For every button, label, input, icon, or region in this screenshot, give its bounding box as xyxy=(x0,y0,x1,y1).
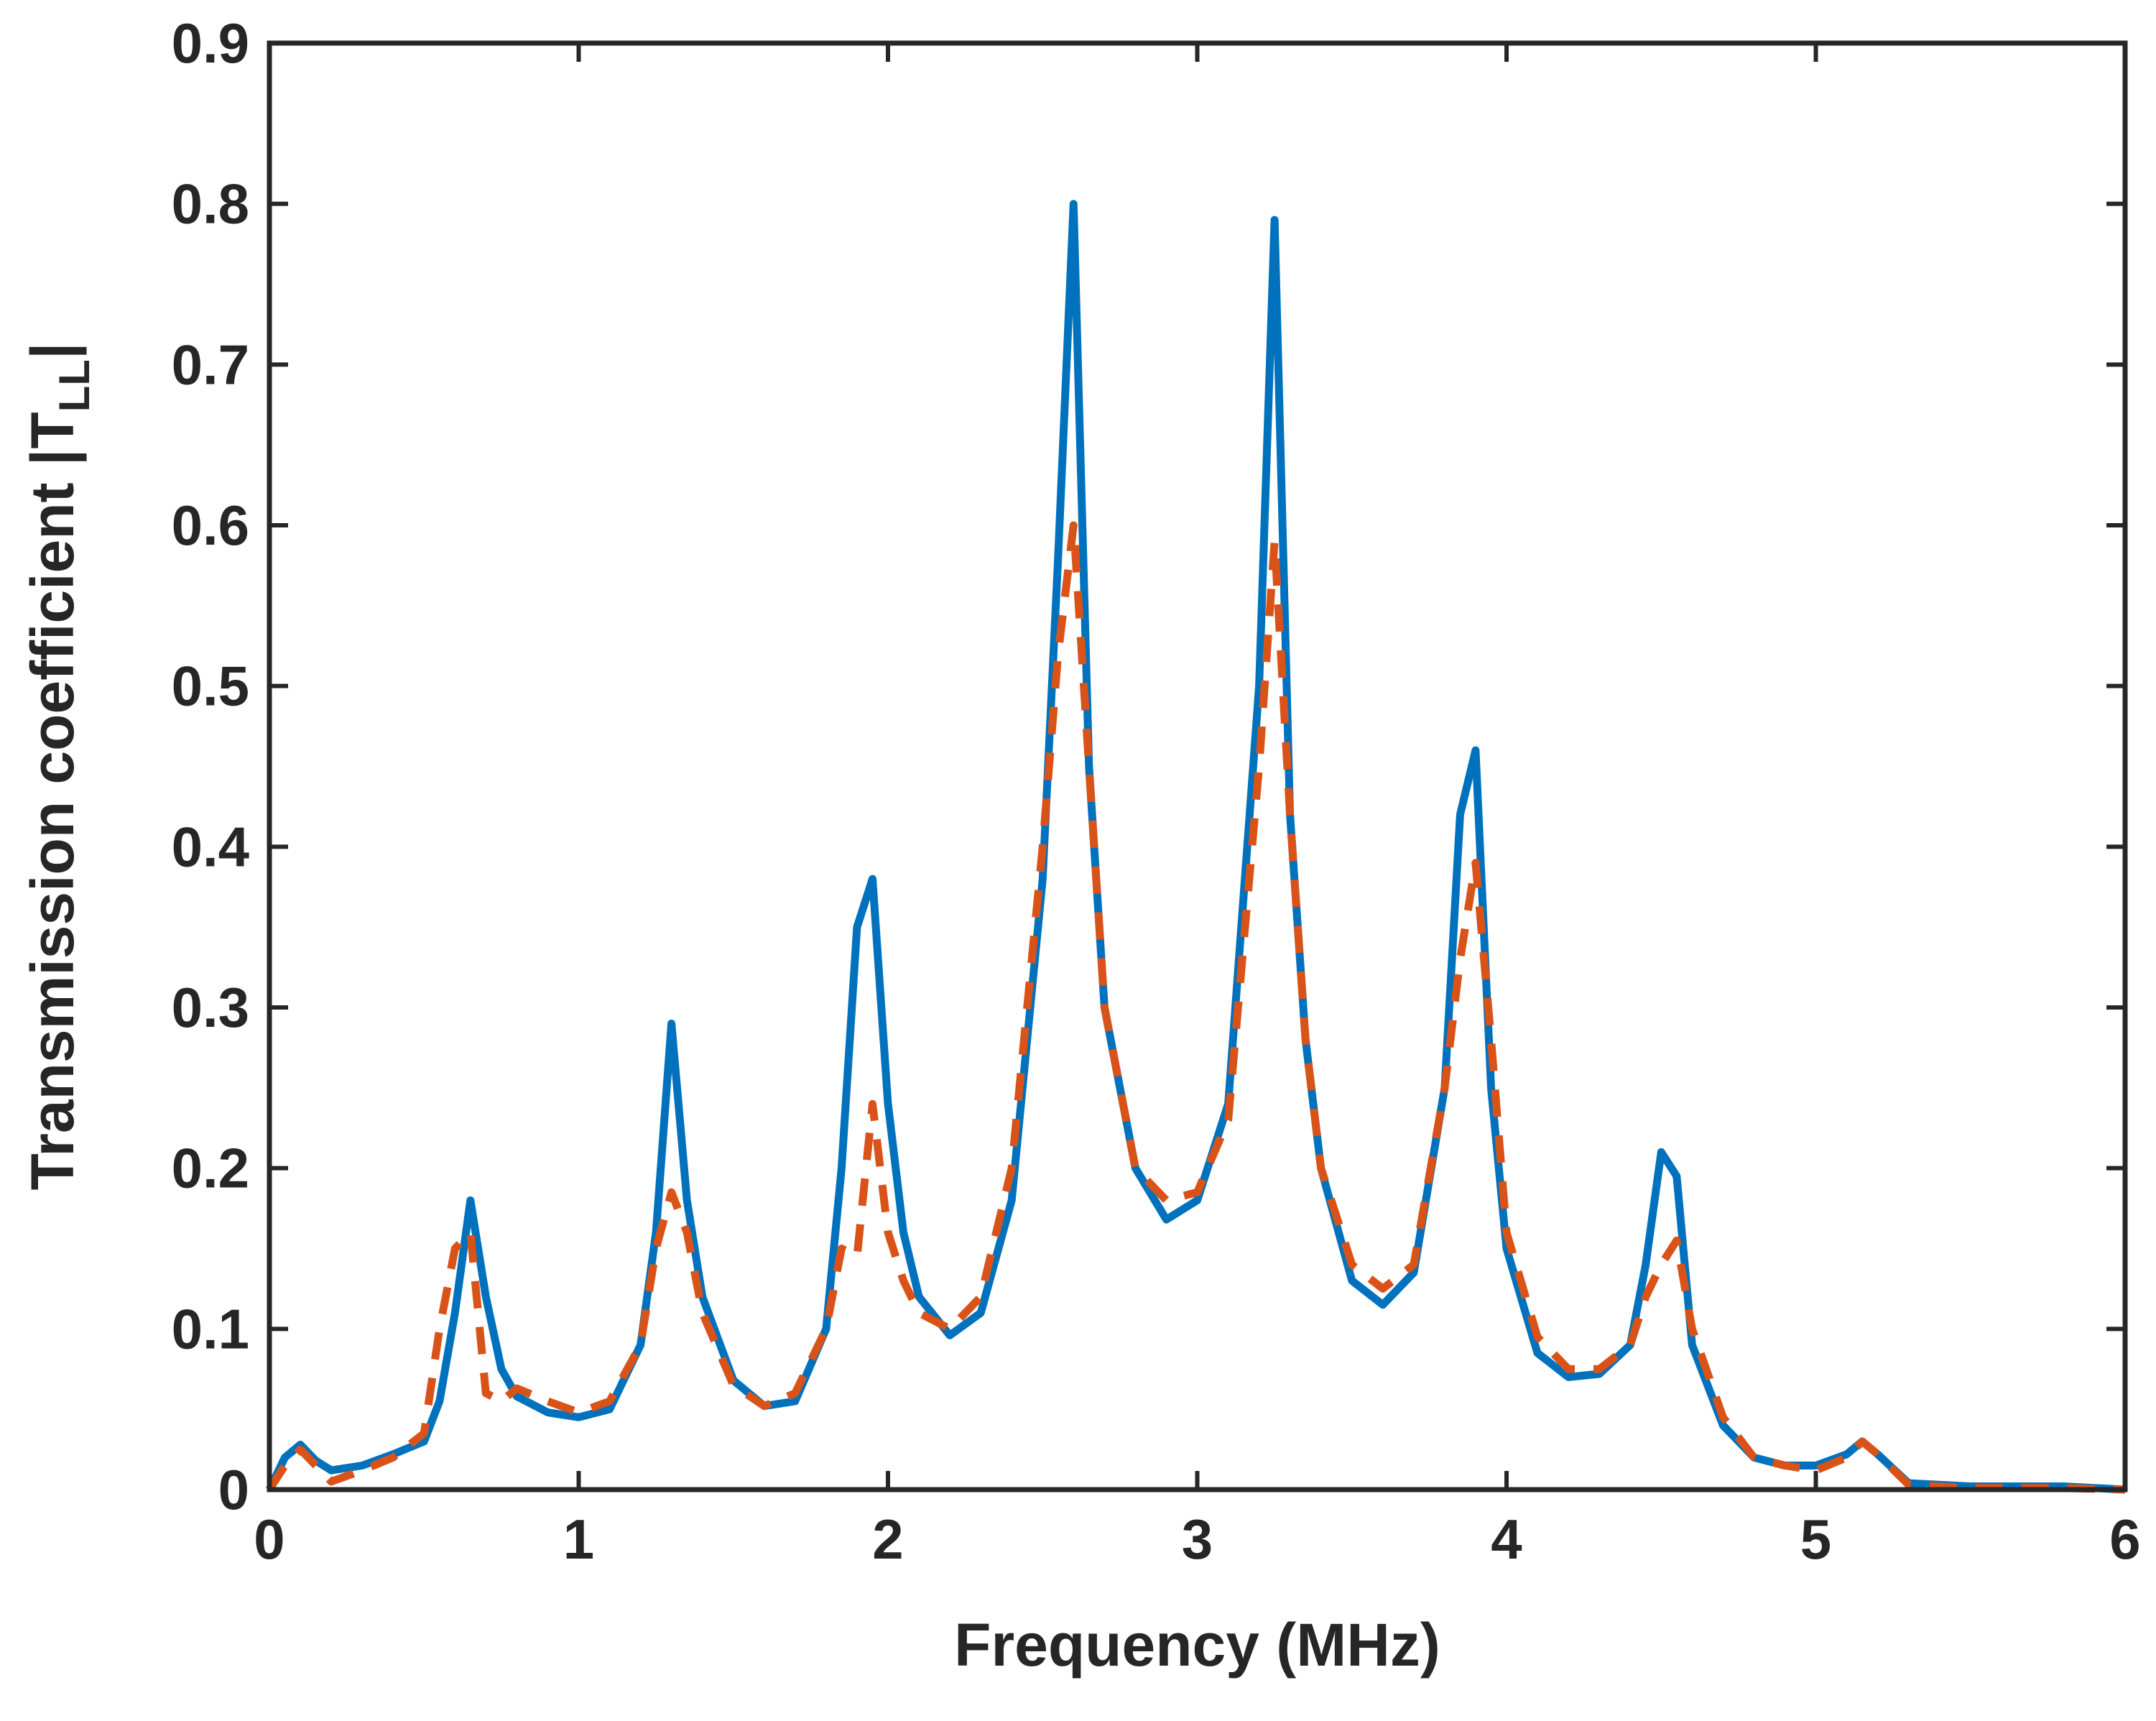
y-axis-label-suffix: | xyxy=(19,343,87,360)
y-tick-label: 0.2 xyxy=(172,1137,249,1200)
y-axis-label-main: Transmission coefficient |T xyxy=(19,412,87,1190)
y-tick-label: 0.8 xyxy=(172,172,249,236)
x-tick-label: 3 xyxy=(1182,1508,1213,1571)
y-tick-label: 0.7 xyxy=(172,333,249,396)
x-tick-label: 1 xyxy=(563,1508,594,1571)
y-tick-label: 0.3 xyxy=(172,976,249,1039)
y-tick-label: 0.4 xyxy=(172,815,249,878)
series-layer xyxy=(266,200,2126,1494)
y-tick-label: 0.1 xyxy=(172,1297,249,1360)
x-tick-label: 5 xyxy=(1800,1508,1831,1571)
x-tick-label: 0 xyxy=(254,1508,284,1571)
y-tick-label: 0.5 xyxy=(172,655,249,718)
x-axis-label: Frequency (MHz) xyxy=(954,1611,1440,1679)
x-tick-label: 6 xyxy=(2109,1508,2140,1571)
series-line-solid xyxy=(266,200,2126,1494)
y-tick-label: 0.6 xyxy=(172,494,249,557)
tick-labels-layer: 0 1 2 3 4 5 6 0 0.1 0.2 0.3 0.4 0.5 0.6 0.7 0.8 0.9 xyxy=(172,11,2141,1571)
y-axis-label: Transmission coefficient |TLL| xyxy=(19,343,98,1191)
y-axis-label-subscript: LL xyxy=(50,359,98,412)
y-tick-label: 0.9 xyxy=(172,11,249,75)
ticks-layer xyxy=(267,41,2127,1492)
x-tick-label: 2 xyxy=(872,1508,903,1571)
y-tick-label: 0 xyxy=(218,1458,249,1521)
series-line-dashed xyxy=(266,521,2126,1494)
x-tick-label: 4 xyxy=(1491,1508,1522,1571)
